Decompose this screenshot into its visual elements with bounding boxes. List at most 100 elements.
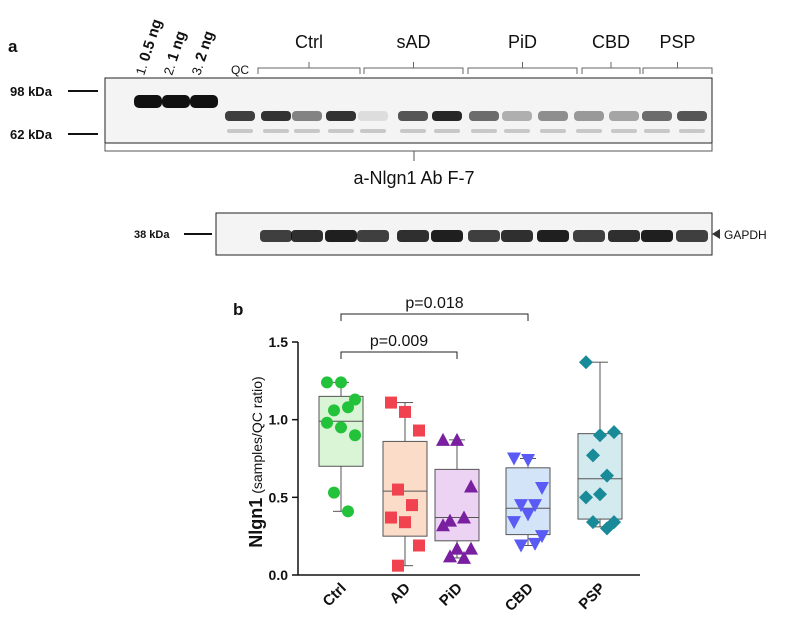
data-point xyxy=(586,515,600,530)
y-label-sub: (samples/QC ratio) xyxy=(249,376,265,493)
band xyxy=(291,230,323,242)
group-label: PiD xyxy=(508,32,537,52)
panel-label: b xyxy=(233,300,243,319)
band xyxy=(357,230,389,242)
data-point xyxy=(579,490,593,505)
significance-bracket xyxy=(340,313,529,321)
group-label: sAD xyxy=(396,32,430,52)
band xyxy=(400,129,426,133)
qc-label: QC xyxy=(231,63,249,77)
band xyxy=(642,111,672,121)
band xyxy=(501,230,533,242)
band xyxy=(397,230,429,242)
band xyxy=(679,129,705,133)
data-point xyxy=(328,486,340,499)
group-bracket xyxy=(257,62,361,74)
band xyxy=(263,129,289,133)
data-point xyxy=(450,541,464,555)
marker-label: 38 kDa xyxy=(134,229,170,241)
band xyxy=(611,129,637,133)
lane-label: 2. 1 ng xyxy=(160,29,190,77)
gapdh-label: GAPDH xyxy=(724,228,767,242)
band xyxy=(225,111,255,121)
band xyxy=(641,230,673,242)
x-tick-label: PSP xyxy=(576,580,609,613)
band xyxy=(134,95,162,108)
marker-label: 62 kDa xyxy=(10,127,53,142)
data-point xyxy=(579,355,593,370)
band xyxy=(540,129,566,133)
y-tick-label: 1.5 xyxy=(269,334,289,350)
band xyxy=(471,129,497,133)
band xyxy=(574,111,604,121)
band xyxy=(227,129,253,133)
data-point xyxy=(436,518,450,532)
data-point xyxy=(335,421,347,434)
group-label: CBD xyxy=(592,32,630,52)
group-label: Ctrl xyxy=(295,32,323,52)
group-bracket xyxy=(581,62,641,74)
lane-label: 3. 2 ng xyxy=(188,29,218,77)
band xyxy=(434,129,460,133)
data-point xyxy=(335,376,347,389)
group-bracket xyxy=(467,62,578,74)
data-point xyxy=(321,416,333,429)
data-point xyxy=(450,432,464,446)
panel-label: a xyxy=(8,37,18,56)
y-label-main: Nlgn1 xyxy=(246,498,266,548)
data-point xyxy=(328,404,340,417)
x-tick-label: PiD xyxy=(436,580,466,610)
lane-amount: 1 ng xyxy=(164,29,190,64)
y-tick-label: 1.0 xyxy=(269,412,289,428)
band xyxy=(360,129,386,133)
p-value: p=0.018 xyxy=(405,295,463,312)
y-tick-label: 0.0 xyxy=(269,567,289,583)
significance-bracket xyxy=(340,351,458,359)
data-point xyxy=(586,448,600,463)
data-point xyxy=(528,499,542,513)
band xyxy=(644,129,670,133)
data-point xyxy=(528,537,542,551)
lane-amount: 0.5 ng xyxy=(136,17,166,63)
band xyxy=(432,111,462,121)
band xyxy=(162,95,190,108)
x-tick-label: Ctrl xyxy=(320,580,350,610)
arrowhead xyxy=(712,229,720,239)
lane-index: 3. xyxy=(189,62,207,77)
band xyxy=(358,111,388,121)
band xyxy=(538,111,568,121)
blot xyxy=(104,77,713,144)
band xyxy=(502,111,532,121)
band xyxy=(328,129,354,133)
data-point xyxy=(349,429,361,442)
band xyxy=(294,129,320,133)
data-point xyxy=(392,483,404,496)
band xyxy=(504,129,530,133)
band xyxy=(260,230,292,242)
p-value: p=0.009 xyxy=(370,333,428,350)
band xyxy=(325,230,357,242)
data-point xyxy=(406,499,418,512)
data-point xyxy=(457,510,471,524)
data-point xyxy=(521,454,535,468)
data-point xyxy=(535,482,549,496)
data-point xyxy=(342,505,354,518)
box xyxy=(577,433,623,520)
lane-index: 1. xyxy=(133,62,151,77)
data-point xyxy=(600,521,614,536)
band xyxy=(261,111,291,121)
band xyxy=(468,230,500,242)
data-point xyxy=(600,468,614,483)
group-bracket xyxy=(642,62,713,74)
band xyxy=(608,230,640,242)
data-point xyxy=(443,549,457,563)
antibody-label: a-Nlgn1 Ab F-7 xyxy=(353,168,474,188)
band xyxy=(537,230,569,242)
data-point xyxy=(436,432,450,446)
band xyxy=(292,111,322,121)
band xyxy=(326,111,356,121)
band xyxy=(677,111,707,121)
band xyxy=(469,111,499,121)
data-point xyxy=(413,424,425,437)
